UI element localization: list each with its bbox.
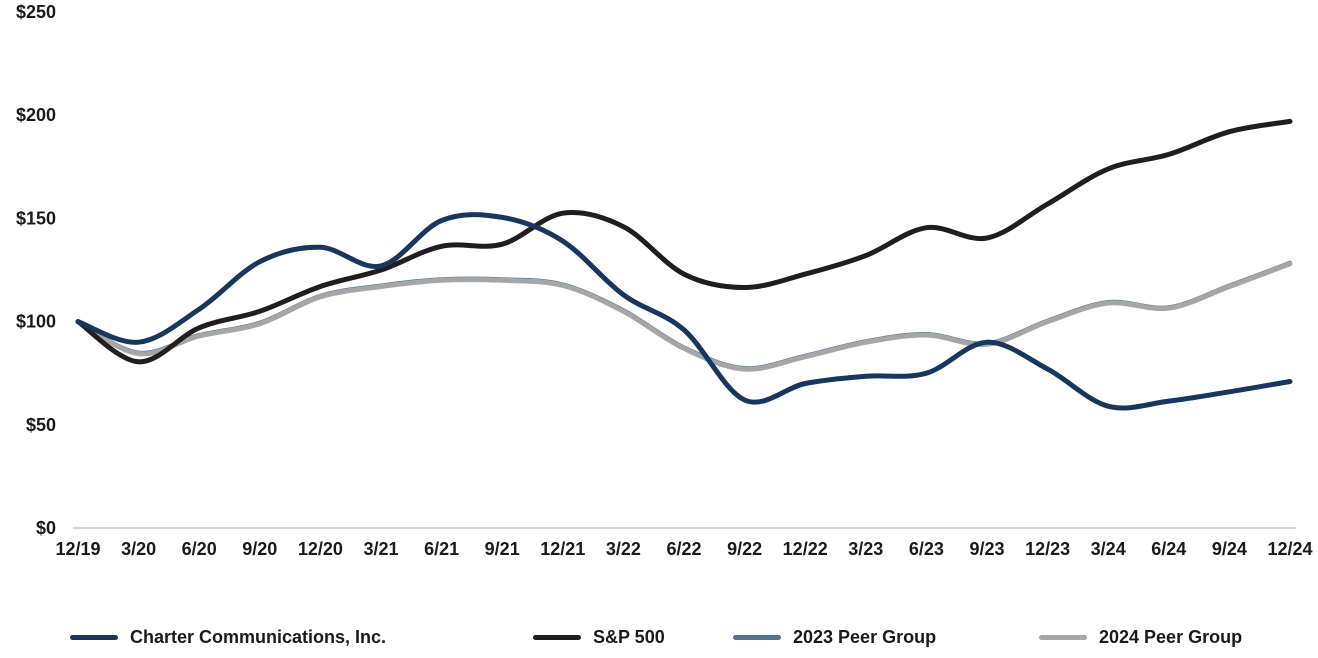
legend-label: Charter Communications, Inc. <box>130 626 387 647</box>
x-axis-tick-label: 3/22 <box>606 539 641 559</box>
legend-item-2023-peer-group: 2023 Peer Group <box>733 622 936 652</box>
x-axis-tick-label: 6/23 <box>909 539 944 559</box>
y-axis-tick-label: $200 <box>16 105 56 125</box>
x-axis-tick-label: 12/20 <box>298 539 343 559</box>
y-axis-tick-label: $50 <box>26 415 56 435</box>
legend-item-s-p-500: S&P 500 <box>533 622 665 652</box>
x-axis-tick-label: 12/24 <box>1267 539 1312 559</box>
line-2024-peer-group <box>75 261 1293 372</box>
x-axis-tick-label: 12/23 <box>1025 539 1070 559</box>
x-axis-tick-label: 3/24 <box>1091 539 1126 559</box>
x-axis-tick-label: 3/20 <box>121 539 156 559</box>
y-axis-tick-label: $0 <box>36 518 56 538</box>
y-axis-tick-label: $250 <box>16 2 56 22</box>
line-s-p-500 <box>75 118 1293 365</box>
x-axis-tick-label: 12/21 <box>540 539 585 559</box>
x-axis-tick-label: 9/23 <box>969 539 1004 559</box>
legend-item-charter-communications-inc: Charter Communications, Inc. <box>70 622 386 652</box>
x-axis-tick-label: 6/21 <box>424 539 459 559</box>
legend-item-2024-peer-group: 2024 Peer Group <box>1039 622 1242 652</box>
x-axis-tick-label: 9/21 <box>485 539 520 559</box>
x-axis-tick-label: 3/23 <box>848 539 883 559</box>
x-axis-tick-label: 12/19 <box>55 539 100 559</box>
line-2023-peer-group <box>76 260 1292 371</box>
legend-label: 2023 Peer Group <box>793 626 937 647</box>
x-axis-tick-label: 6/24 <box>1151 539 1186 559</box>
legend-label: S&P 500 <box>593 626 665 647</box>
x-axis-tick-label: 6/20 <box>182 539 217 559</box>
x-axis-tick-label: 6/22 <box>666 539 701 559</box>
line-charter-communications-inc <box>75 212 1293 411</box>
y-axis-tick-label: $150 <box>16 208 56 228</box>
legend-swatch-2023-peer-group <box>733 634 781 640</box>
x-axis-tick-label: 9/22 <box>727 539 762 559</box>
y-axis-tick-label: $100 <box>16 312 56 332</box>
legend-label: 2024 Peer Group <box>1099 626 1243 647</box>
x-axis-tick-label: 9/24 <box>1212 539 1247 559</box>
x-axis-tick-label: 3/21 <box>363 539 398 559</box>
legend-swatch-charter-communications-inc <box>70 634 118 640</box>
chart-legend: Charter Communications, Inc. S&P 500 2023 … <box>0 622 1318 652</box>
legend-swatch-s-p-500 <box>533 634 581 640</box>
x-axis-tick-label: 12/22 <box>783 539 828 559</box>
legend-swatch-2024-peer-group <box>1039 634 1087 640</box>
x-axis-tick-label: 9/20 <box>242 539 277 559</box>
